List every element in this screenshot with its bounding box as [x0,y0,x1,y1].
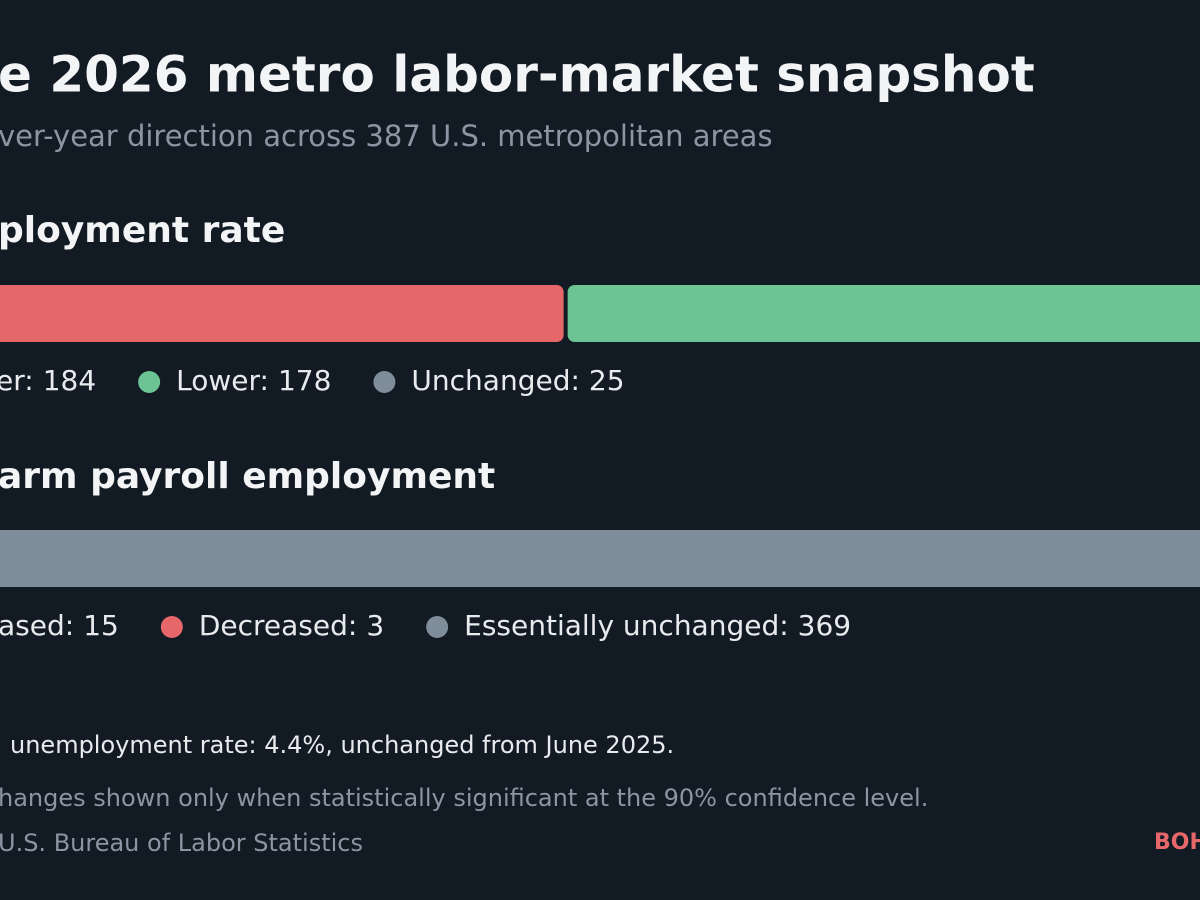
bar-segment [0,285,564,342]
legend-name: Decreased: [199,609,357,642]
legend-value: 15 [83,609,119,642]
legend-label: Unchanged: 25 [411,364,624,397]
note: unemployment rate: 4.4%, unchanged from … [10,731,674,759]
brand: BOH [1154,830,1200,855]
legend-name: Essentially unchanged: [464,609,789,642]
bar-segment [0,530,1200,587]
legend-value: 369 [798,609,851,642]
legend-value: 178 [278,364,331,397]
legend-label: Lower: 178 [176,364,331,397]
legend-dot [138,371,161,393]
footnote: hanges shown only when statistically sig… [0,784,928,812]
legend-name: ased: [0,609,74,642]
title: e 2026 metro labor-market snapshot [0,46,1035,104]
legend-dot [426,616,449,638]
legend-dot [373,371,396,393]
legend-name: er: [0,364,34,397]
legend-name: Unchanged: [411,364,580,397]
legend-label: ased: 15 [0,609,119,642]
legend-value: 25 [589,364,625,397]
legend-value: 3 [366,609,384,642]
legend-label: Essentially unchanged: 369 [464,609,851,642]
bar-segment [567,285,1200,342]
legend-label: Decreased: 3 [199,609,384,642]
source: U.S. Bureau of Labor Statistics [0,829,363,857]
legend-dot [160,616,183,638]
legend-name: Lower: [176,364,269,397]
legend-value: 184 [43,364,96,397]
legend-label: er: 184 [0,364,96,397]
subtitle: ver-year direction across 387 U.S. metro… [0,119,773,153]
section-title: ployment rate [0,210,285,251]
section-title: arm payroll employment [0,456,495,497]
